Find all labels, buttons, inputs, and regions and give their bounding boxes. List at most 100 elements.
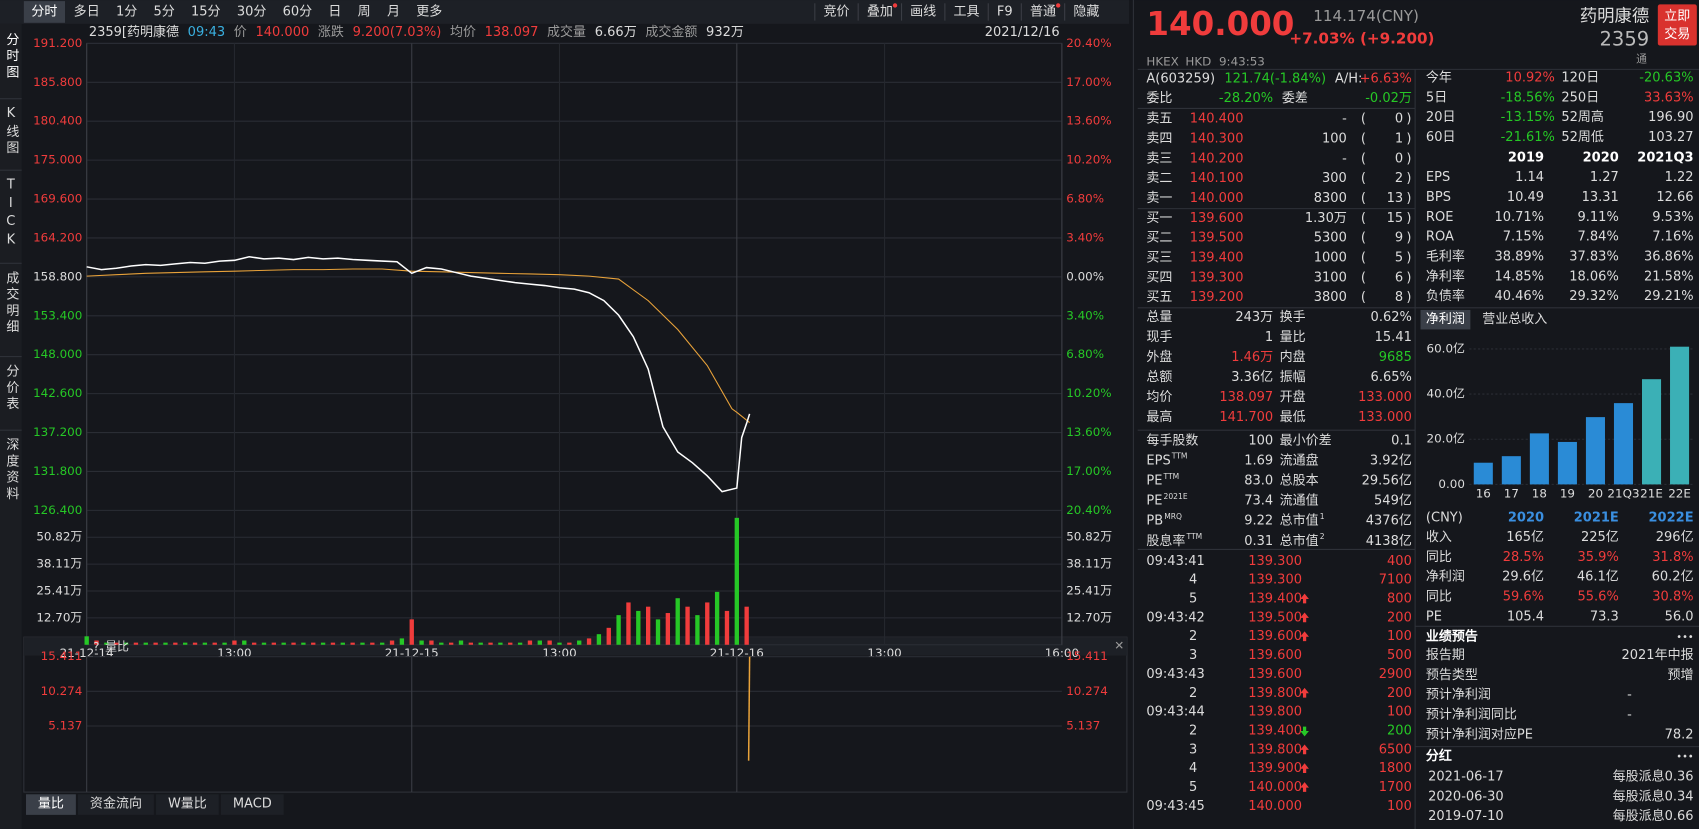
bottom-tab[interactable]: W量比 [168,797,207,812]
toolbar-button[interactable]: 普通 [1030,4,1056,19]
trade-time: 3 [1189,742,1197,757]
pct-tick-label: 20.40% [1066,503,1111,517]
book-label: 卖三 [1146,151,1172,166]
trade-volume: 1800 [1379,761,1412,776]
bottom-tab[interactable]: 量比 [38,797,64,812]
bottom-tab[interactable]: 资金流向 [90,796,142,812]
sidebar-tab[interactable]: 成交明细 [3,271,19,336]
trade-button-label[interactable]: 交易 [1664,26,1690,42]
a-share-value: 121.74(-1.84%) [1224,72,1326,87]
close-button[interactable]: ✕ [1114,638,1124,652]
perf-value: -21.61% [1501,130,1555,145]
trade-button-label[interactable]: 立即 [1664,9,1690,24]
toolbar-tab[interactable]: 1分 [116,4,137,19]
volume-bar [606,627,611,645]
toolbar-button[interactable]: 隐藏 [1073,4,1099,19]
trade-price: 139.600 [1248,629,1302,644]
toolbar-tab[interactable]: 月 [387,4,400,19]
trade-volume: 200 [1387,610,1412,625]
fin-value: 14.85% [1494,269,1544,284]
toolbar-tab[interactable]: 15分 [191,4,221,19]
stat-value: 0.1 [1391,434,1412,449]
sidebar-tab[interactable]: 深度资料 [3,438,19,503]
toolbar-button[interactable]: 叠加 [867,4,893,19]
chart-tab[interactable]: 净利润 [1426,312,1465,327]
bracket: ( [1361,290,1366,305]
trade-price: 139.400 [1248,592,1302,607]
toolbar-tab[interactable]: 更多 [416,3,442,19]
info-item: 932万 [706,25,744,40]
volume-tick-label: 12.70万 [1066,610,1112,624]
toolbar-tab[interactable]: 日 [328,4,341,19]
chart-tab[interactable]: 营业总收入 [1482,312,1547,327]
pct-tick-label: 0.00% [1066,269,1104,283]
stat-value: 3.36亿 [1231,370,1273,385]
y-tick-label: 158.800 [33,269,82,283]
sidebar-tab[interactable]: K线图 [3,106,19,157]
sidebar-tab[interactable]: TICK [3,178,18,251]
volume-bar [212,642,217,645]
trade-time: 09:43:45 [1146,799,1204,814]
info-item: 均价 [450,25,476,40]
toolbar-tab[interactable]: 60分 [283,4,313,19]
y-tick-label: 15.411 [41,649,83,663]
toolbar-tab[interactable]: 周 [358,4,371,19]
bar [1473,462,1493,485]
book-volume: 8300 [1314,191,1347,206]
more-button[interactable]: ••• [1676,632,1693,643]
toolbar-tab[interactable]: 5分 [153,4,174,19]
toolbar-tab[interactable]: 分时 [31,4,57,19]
fin-value: 36.86% [1644,250,1694,265]
bottom-tab[interactable]: MACD [233,797,272,812]
forecast-value: 28.5% [1503,550,1544,565]
volume-bar [143,642,148,645]
toolbar-tab[interactable]: 多日 [74,3,100,19]
y-tick-label: 20.0亿 [1427,432,1466,446]
stat-label: 最小价差 [1280,434,1332,449]
info-item: 2359[药明康德 [89,24,179,40]
volume-bar [301,642,306,645]
forecast-value: 225亿 [1581,530,1619,545]
fin-value: 1.14 [1515,170,1544,185]
book-price: 140.000 [1190,191,1244,206]
volume-bar [133,642,139,645]
toolbar-button[interactable]: 工具 [954,4,980,19]
volume-bar [685,606,690,645]
bracket: ( [1361,171,1366,186]
volume-bar [251,642,257,645]
help-icon[interactable]: ? [93,639,99,653]
forecast-value: 296亿 [1656,530,1694,545]
volume-bar [498,642,503,645]
volume-tick-label: 50.82万 [1066,530,1112,544]
sidebar-tab[interactable]: 分时图 [3,33,19,82]
volume-tick-label: 12.70万 [36,610,82,624]
sidebar-tab[interactable]: 分价表 [3,364,19,413]
volume-bar [222,642,227,645]
volume-bar [636,610,641,645]
x-tick-label: 21Q3 [1607,487,1639,501]
forecast-label: 同比 [1426,589,1452,604]
stat-value: 243万 [1235,310,1273,325]
toolbar-button[interactable]: 竞价 [823,3,849,19]
trade-price: 139.800 [1248,705,1302,720]
bar [1501,456,1521,485]
trade-time: 09:43:42 [1146,610,1204,625]
toolbar-button[interactable]: 画线 [910,4,936,19]
fin-value: 21.58% [1644,269,1694,284]
pct-tick-label: 6.80% [1066,192,1104,206]
volume-bar [94,640,99,645]
pct-tick-label: 20.40% [1066,36,1111,50]
toolbar-button[interactable]: F9 [997,4,1013,19]
forecast-value: 55.6% [1578,589,1619,604]
trade-button[interactable] [1657,4,1697,46]
toolbar-tab[interactable]: 30分 [237,4,267,19]
y-tick-label: 148.000 [33,347,82,361]
more-button[interactable]: ••• [1676,751,1693,762]
book-count: 9 [1395,231,1403,246]
book-label: 卖五 [1146,112,1172,127]
book-label: 买二 [1146,231,1172,246]
trade-time: 2 [1189,629,1197,644]
perf-label: 250日 [1561,90,1599,105]
volume-bar [173,642,178,645]
trade-time: 09:43:43 [1146,667,1204,682]
